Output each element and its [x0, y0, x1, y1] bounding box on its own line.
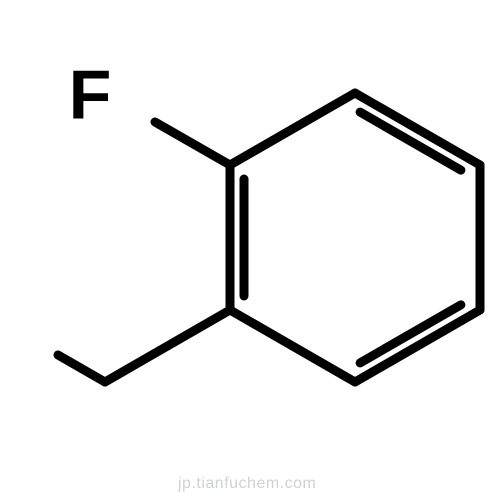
fluorine-atom-label: F: [69, 55, 112, 133]
molecule-svg: F: [0, 0, 500, 500]
chemical-structure-figure: F jp.tianfuchem.com: [0, 0, 500, 500]
